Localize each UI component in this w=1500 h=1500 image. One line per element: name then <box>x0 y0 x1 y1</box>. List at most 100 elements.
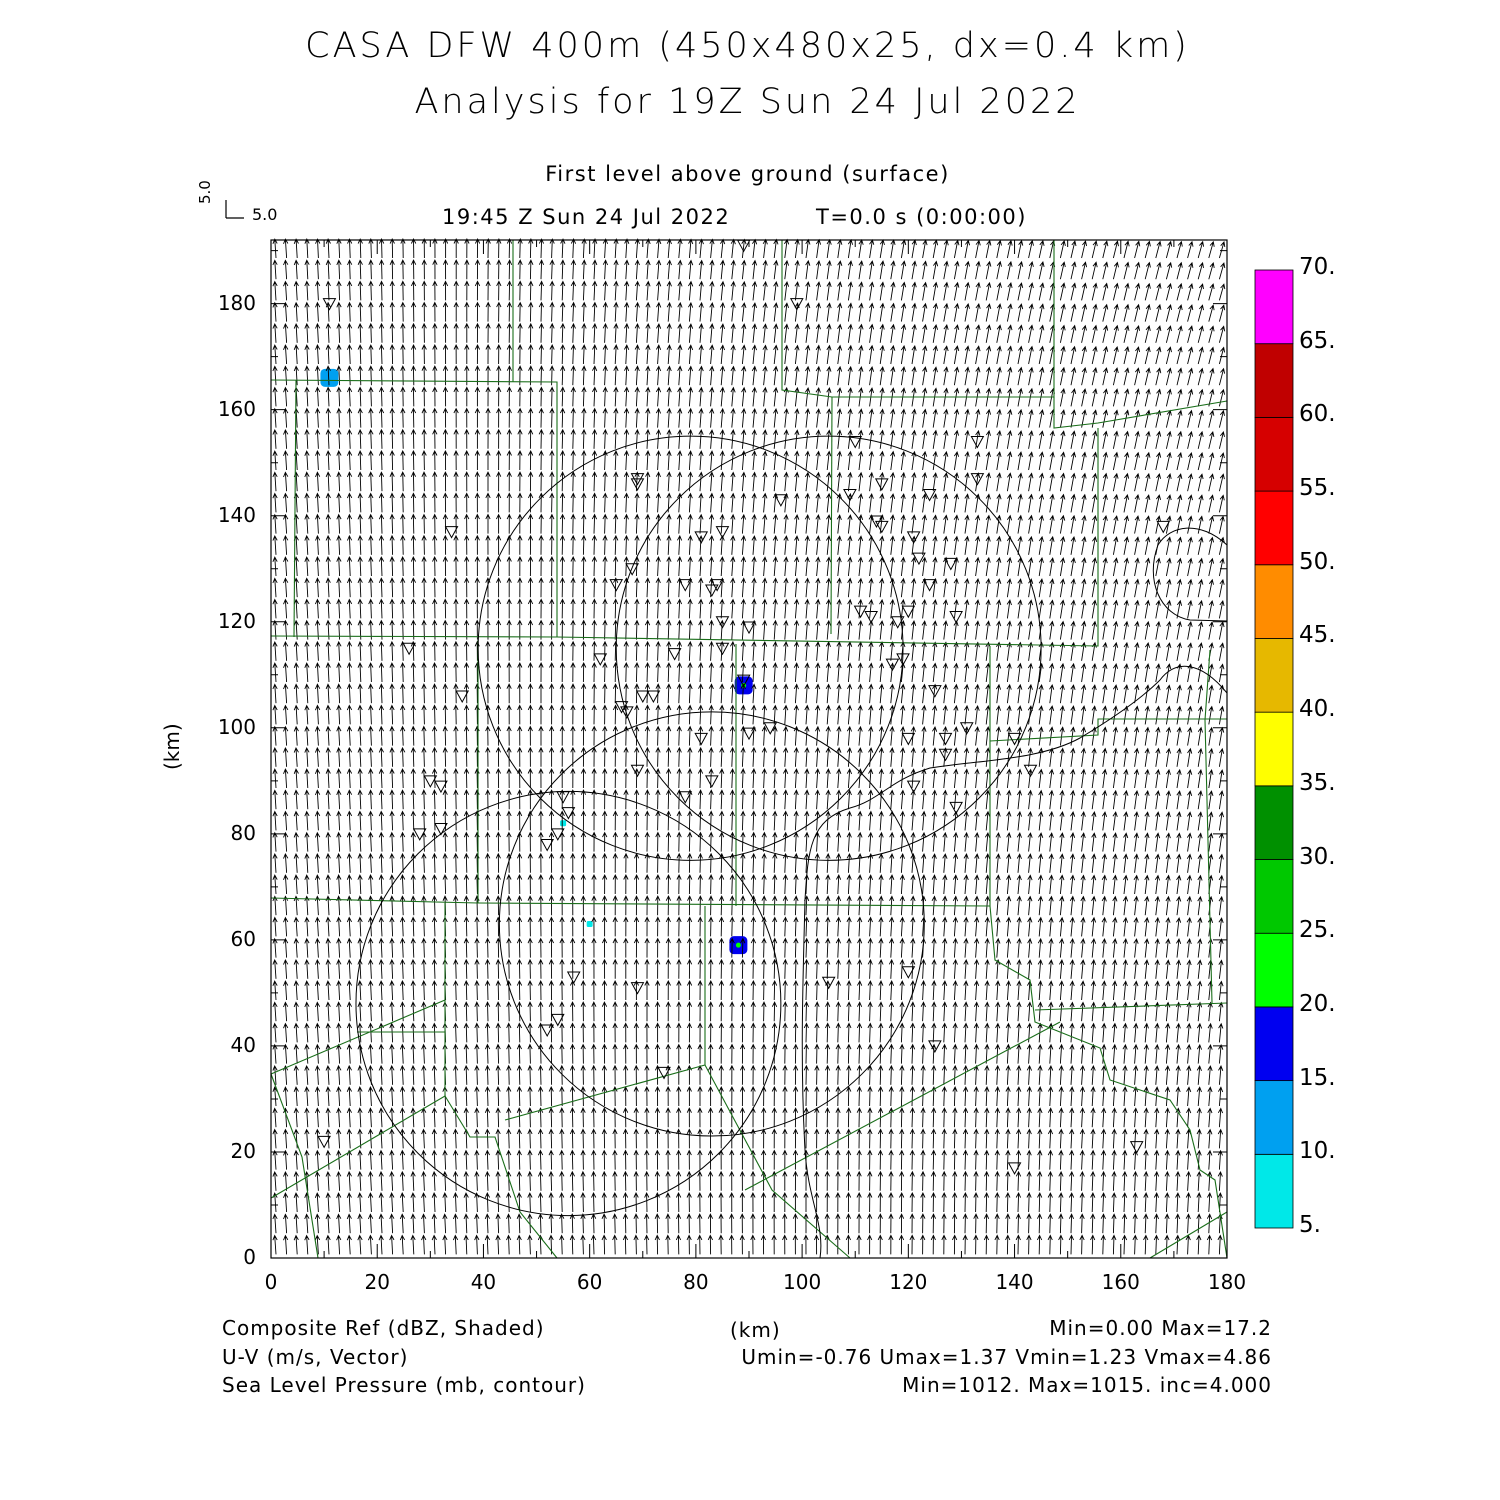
reflectivity-echo <box>320 368 339 387</box>
vector-scale-u-label: 5.0 <box>252 205 278 224</box>
forecast-time-label: T=0.0 s (0:00:00) <box>816 205 1027 229</box>
station-marker <box>566 971 581 985</box>
footer-field1-name: Composite Ref (dBZ, Shaded) <box>222 1316 545 1340</box>
x-tick-label: 20 <box>364 1270 390 1294</box>
station-marker <box>959 722 974 735</box>
station-marker <box>874 520 889 534</box>
station-marker <box>821 976 836 990</box>
station-marker <box>928 685 942 698</box>
colorbar-label: 15. <box>1299 1064 1336 1091</box>
station-marker <box>742 727 756 741</box>
y-tick-label: 60 <box>230 926 256 951</box>
wind-vector-field <box>272 237 1226 1255</box>
station-marker <box>620 706 634 719</box>
reflectivity-echo <box>560 820 567 827</box>
station-marker <box>561 807 576 820</box>
station-marker <box>657 1066 671 1080</box>
colorbar-bin <box>1254 711 1294 787</box>
y-tick-label: 40 <box>230 1032 256 1057</box>
colorbar-label: 10. <box>1299 1138 1336 1165</box>
map-title-line2: Analysis for 19Z Sun 24 Jul 2022 <box>414 82 1081 122</box>
county-line <box>270 897 991 907</box>
colorbar-label: 60. <box>1299 401 1336 428</box>
station-marker <box>901 966 916 979</box>
station-marker <box>609 579 624 592</box>
county-line <box>1053 397 1228 429</box>
county-line <box>744 1021 1061 1191</box>
footer-x-unit: (km) <box>730 1318 781 1342</box>
station-marker <box>874 478 889 491</box>
station-marker <box>789 298 804 311</box>
station-markers <box>317 239 1171 1175</box>
station-marker <box>434 823 448 836</box>
colorbar-bin <box>1254 343 1294 418</box>
station-marker <box>1007 732 1022 746</box>
county-line <box>1149 1211 1228 1259</box>
station-marker <box>704 584 719 597</box>
x-tick-label: 160 <box>1101 1270 1140 1294</box>
station-marker <box>455 690 470 704</box>
pressure-contours <box>801 527 1228 1259</box>
county-line <box>504 1064 851 1259</box>
station-marker <box>694 531 709 544</box>
x-tick-label: 80 <box>683 1270 709 1294</box>
station-marker <box>736 674 751 688</box>
plot-frame <box>270 239 1228 1259</box>
colorbar-bin <box>1254 859 1294 934</box>
footer-field3-stats: Min=1012. Max=1015. inc=4.000 <box>902 1373 1272 1397</box>
y-tick-label: 160 <box>217 396 256 421</box>
footer-field2-name: U-V (m/s, Vector) <box>222 1345 409 1369</box>
level-label: First level above ground (surface) <box>545 162 950 186</box>
station-marker <box>890 616 905 629</box>
station-marker <box>678 791 693 804</box>
x-tick-label: 40 <box>470 1270 497 1294</box>
colorbar-label: 35. <box>1299 769 1336 796</box>
axis-ticks <box>270 240 1228 1259</box>
colorbar-label: 5. <box>1299 1212 1321 1238</box>
station-marker <box>715 616 730 629</box>
x-tick-label: 0 <box>264 1270 278 1294</box>
station-marker <box>906 531 921 544</box>
county-line <box>989 905 1228 1259</box>
station-marker <box>901 605 916 619</box>
x-tick-label: 100 <box>783 1270 822 1294</box>
station-marker <box>896 653 910 666</box>
colorbar-bin <box>1254 416 1294 492</box>
y-axis-label: (km) <box>160 723 184 770</box>
x-tick-label: 60 <box>576 1270 603 1294</box>
radar-range-ring <box>615 435 1042 861</box>
radar-range-ring <box>477 435 904 861</box>
station-marker <box>1007 1162 1022 1175</box>
y-tick-label: 100 <box>217 714 256 739</box>
colorbar-label: 25. <box>1299 917 1336 944</box>
colorbar-bin <box>1254 269 1294 345</box>
station-marker <box>922 579 937 592</box>
y-tick-label: 180 <box>217 290 256 315</box>
colorbar-bin <box>1254 638 1294 713</box>
station-marker <box>742 621 756 635</box>
colorbar-label: 40. <box>1299 696 1336 723</box>
station-marker <box>938 748 953 762</box>
x-tick-label: 120 <box>889 1270 928 1294</box>
station-marker <box>912 552 926 566</box>
county-line <box>270 999 446 1075</box>
y-tick-label: 140 <box>217 502 256 527</box>
station-marker <box>704 775 719 788</box>
station-marker <box>444 526 459 539</box>
station-marker <box>949 610 963 624</box>
county-line <box>781 240 1055 398</box>
colorbar-label: 30. <box>1299 843 1336 870</box>
map-title-line1: CASA DFW 400m (450x480x25, dx=0.4 km) <box>305 26 1190 66</box>
station-marker <box>540 1024 555 1038</box>
station-marker <box>402 642 416 656</box>
station-marker <box>949 801 963 815</box>
y-tick-label: 80 <box>230 820 256 845</box>
station-marker <box>1156 520 1171 534</box>
colorbar-bin <box>1254 785 1294 860</box>
station-marker <box>922 489 937 502</box>
colorbar-bin <box>1254 564 1294 639</box>
radar-range-ring <box>355 790 782 1217</box>
station-marker <box>412 828 427 841</box>
pressure-contour <box>801 665 1228 1259</box>
x-tick-label: 180 <box>1207 1270 1247 1294</box>
